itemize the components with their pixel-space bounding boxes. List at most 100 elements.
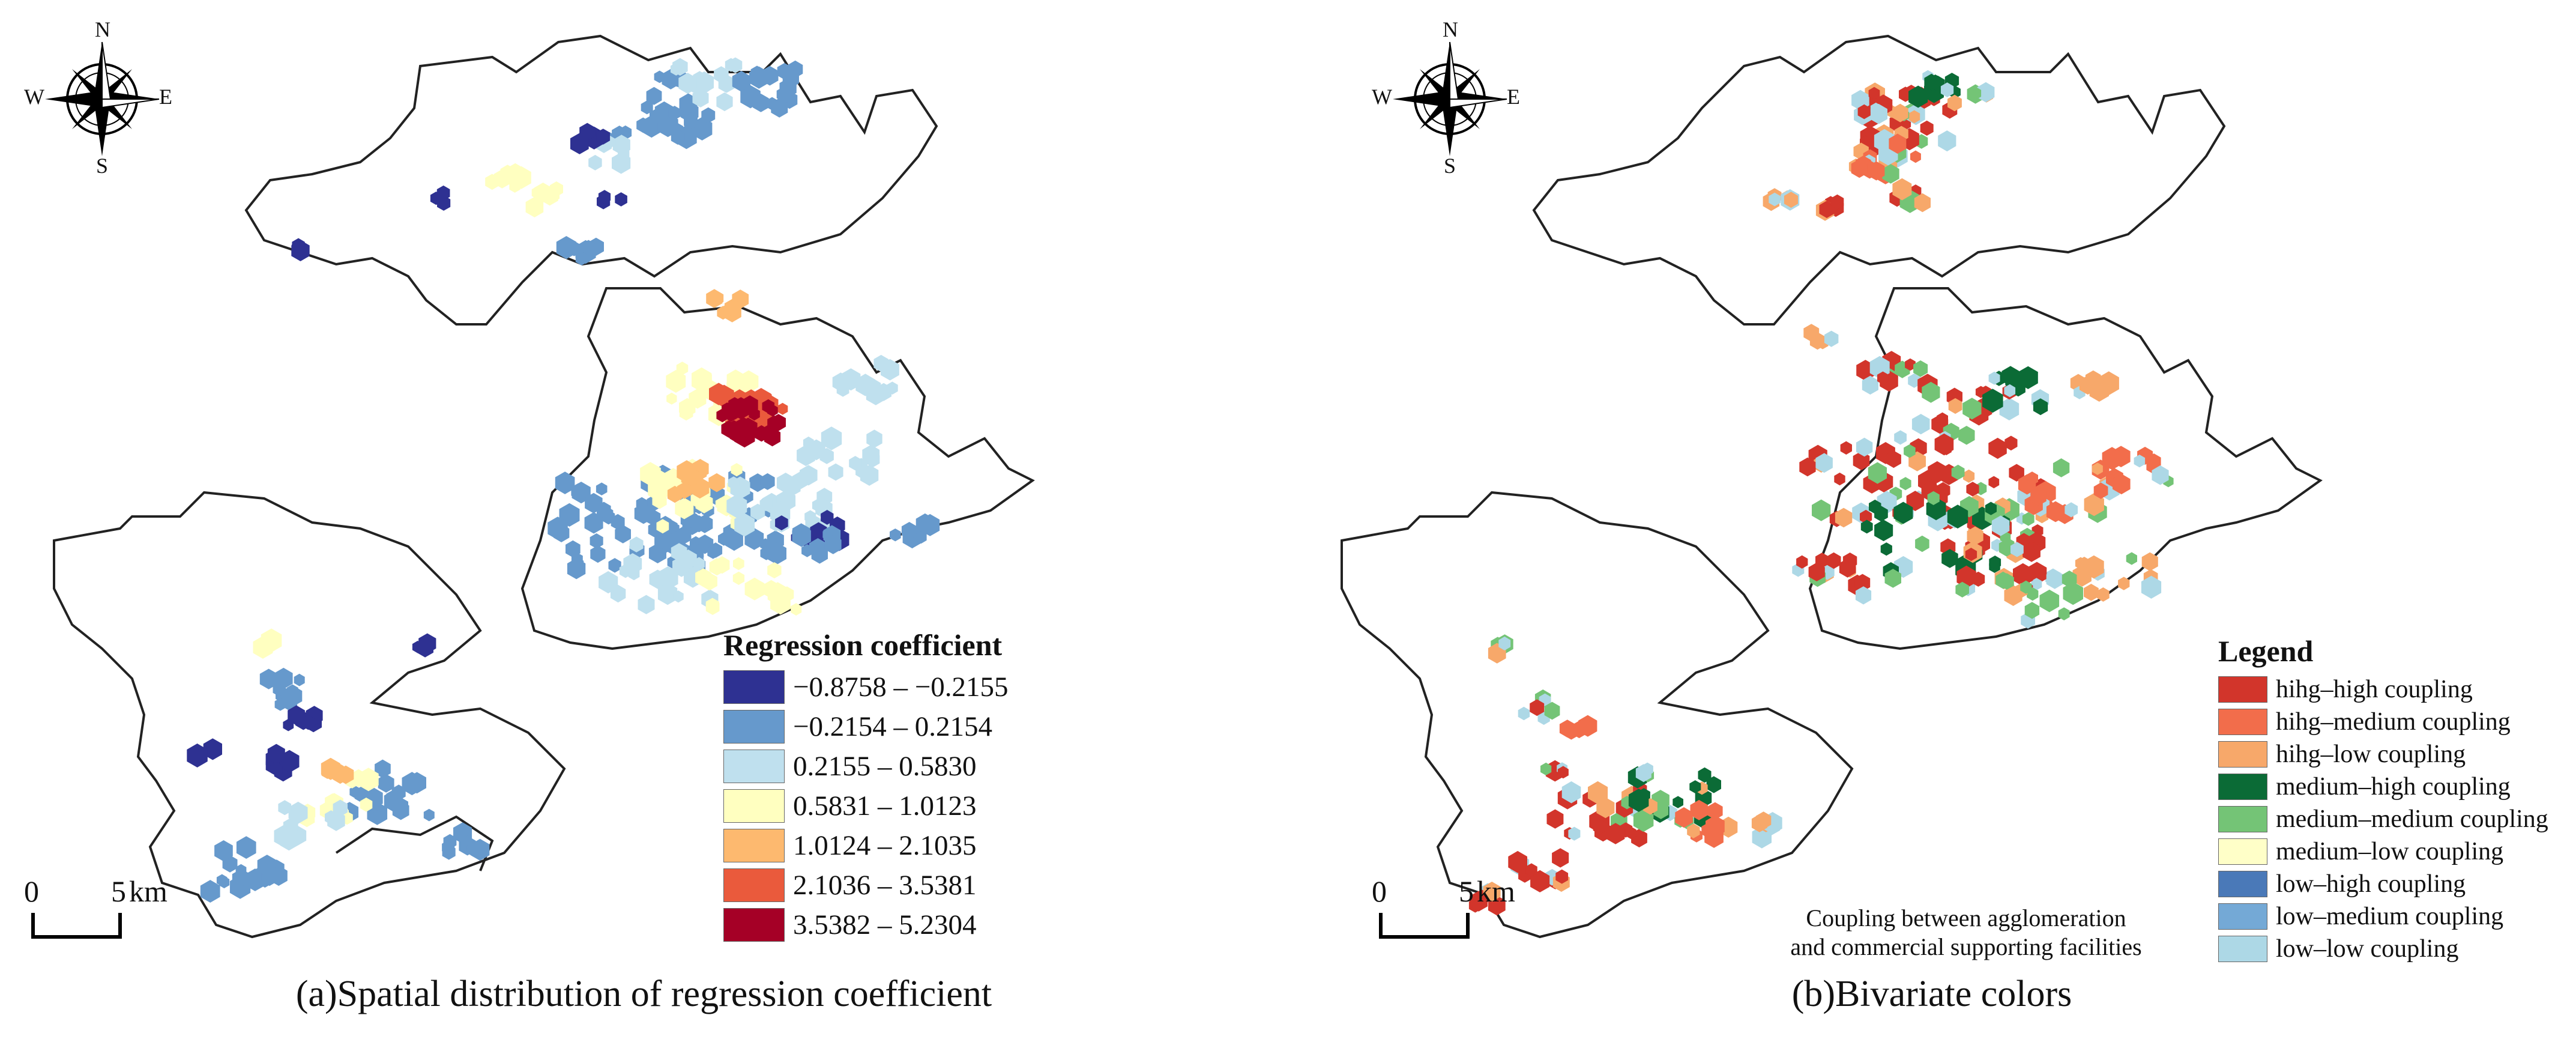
- map-patch: [1914, 193, 1931, 213]
- legend-label: medium–medium coupling: [2276, 805, 2548, 833]
- legend-item: hihg–low coupling: [2218, 738, 2548, 771]
- map-patch: [1815, 453, 1833, 473]
- map-patch: [881, 359, 899, 381]
- map-patch: [732, 71, 750, 92]
- map-patch: [731, 463, 743, 477]
- map-patch: [1593, 819, 1606, 835]
- legend-item: −0.8758 – −0.2155: [723, 667, 1009, 707]
- map-patch: [1555, 869, 1569, 884]
- map-patch: [1698, 767, 1712, 783]
- map-patch: [1868, 462, 1887, 484]
- map-patch: [1951, 464, 1965, 480]
- legend-label: low–high coupling: [2276, 870, 2466, 898]
- map-patch: [1840, 441, 1852, 455]
- map-patch: [2031, 578, 2042, 590]
- map-patch: [1989, 556, 2001, 569]
- map-patch: [206, 739, 219, 753]
- map-patch: [693, 557, 705, 571]
- map-patch: [1889, 133, 1907, 154]
- map-patch: [754, 425, 769, 442]
- map-patch: [744, 577, 765, 601]
- map-patch: [809, 538, 827, 559]
- map-patch: [1625, 826, 1636, 840]
- map-patch: [1894, 430, 1907, 445]
- map-patch: [187, 744, 208, 768]
- legend-swatch: [723, 670, 785, 704]
- compass-s-label: S: [1444, 154, 1456, 178]
- map-patch: [2018, 366, 2038, 389]
- map-patch: [1963, 469, 1975, 483]
- compass-rose-icon: [1393, 41, 1507, 156]
- map-patch: [718, 74, 735, 93]
- map-patch: [611, 513, 625, 530]
- map-patch: [231, 882, 245, 898]
- legend-item: medium–high coupling: [2218, 771, 2548, 803]
- map-patch: [776, 86, 790, 102]
- map-patch: [1564, 725, 1578, 740]
- map-patch: [1751, 814, 1767, 832]
- scale-zero-label: 0: [1372, 874, 1387, 908]
- map-patch: [2009, 464, 2024, 482]
- map-patch: [920, 513, 940, 536]
- map-patch: [725, 58, 737, 72]
- map-patch: [860, 464, 879, 486]
- map-patch: [2141, 552, 2158, 571]
- map-patch: [677, 482, 692, 499]
- map-patch: [753, 93, 769, 112]
- map-patch: [1988, 476, 2000, 489]
- map-patch: [1796, 555, 1808, 569]
- map-patch: [709, 383, 729, 405]
- map-patch: [749, 407, 760, 421]
- map-patch: [1606, 823, 1625, 844]
- map-patch: [1557, 766, 1569, 779]
- legend-title: Legend: [2218, 634, 2314, 668]
- map-patch: [270, 865, 288, 886]
- map-regression: [31, 34, 1035, 939]
- map-patch: [707, 545, 719, 559]
- map-patch: [770, 591, 791, 615]
- map-patch: [2062, 571, 2077, 588]
- map-patch: [734, 513, 755, 537]
- map-patch: [654, 70, 665, 83]
- legend-swatch: [2218, 903, 2267, 930]
- legend-swatch: [2218, 709, 2267, 735]
- map-patch: [292, 238, 305, 253]
- map-patch: [1877, 371, 1889, 385]
- map-patch: [636, 497, 648, 510]
- map-patch: [567, 241, 581, 256]
- map-patch: [666, 370, 686, 393]
- map-patch: [1977, 82, 1995, 103]
- map-patch: [273, 683, 284, 696]
- map-patch: [2010, 542, 2024, 557]
- map-patch: [657, 583, 678, 605]
- map-patch: [1913, 360, 1928, 377]
- map-patch: [728, 476, 740, 490]
- legend-swatch: [723, 868, 785, 902]
- legend-swatch: [2218, 936, 2267, 962]
- scale-end-label: 5: [1459, 874, 1474, 908]
- map-patch: [797, 444, 815, 467]
- map-patch: [585, 492, 603, 513]
- map-patch: [666, 392, 677, 405]
- map-patch: [378, 774, 394, 793]
- map-patch: [2046, 501, 2065, 523]
- map-patch: [1824, 330, 1839, 347]
- legend-label: 0.5831 – 1.0123: [793, 790, 977, 822]
- map-patch: [1920, 120, 1934, 136]
- legend-swatch: [2218, 741, 2267, 768]
- map-patch: [2058, 607, 2070, 620]
- coupling-note: Coupling between agglomeration and comme…: [1738, 904, 2194, 962]
- map-patch: [762, 399, 775, 414]
- legend-label: 0.2155 – 0.5830: [793, 751, 977, 782]
- map-patch: [1470, 891, 1488, 912]
- map-patch: [2046, 569, 2063, 589]
- map-patch: [236, 836, 256, 859]
- compass-e-label: E: [1507, 85, 1520, 109]
- map-patch: [638, 595, 655, 614]
- coupling-note-line-1: Coupling between agglomeration: [1806, 904, 2126, 931]
- map-patch: [678, 73, 697, 94]
- map-patch: [1904, 444, 1916, 458]
- map-patch: [2004, 384, 2016, 398]
- map-patch: [680, 550, 697, 570]
- map-patch: [2033, 398, 2048, 416]
